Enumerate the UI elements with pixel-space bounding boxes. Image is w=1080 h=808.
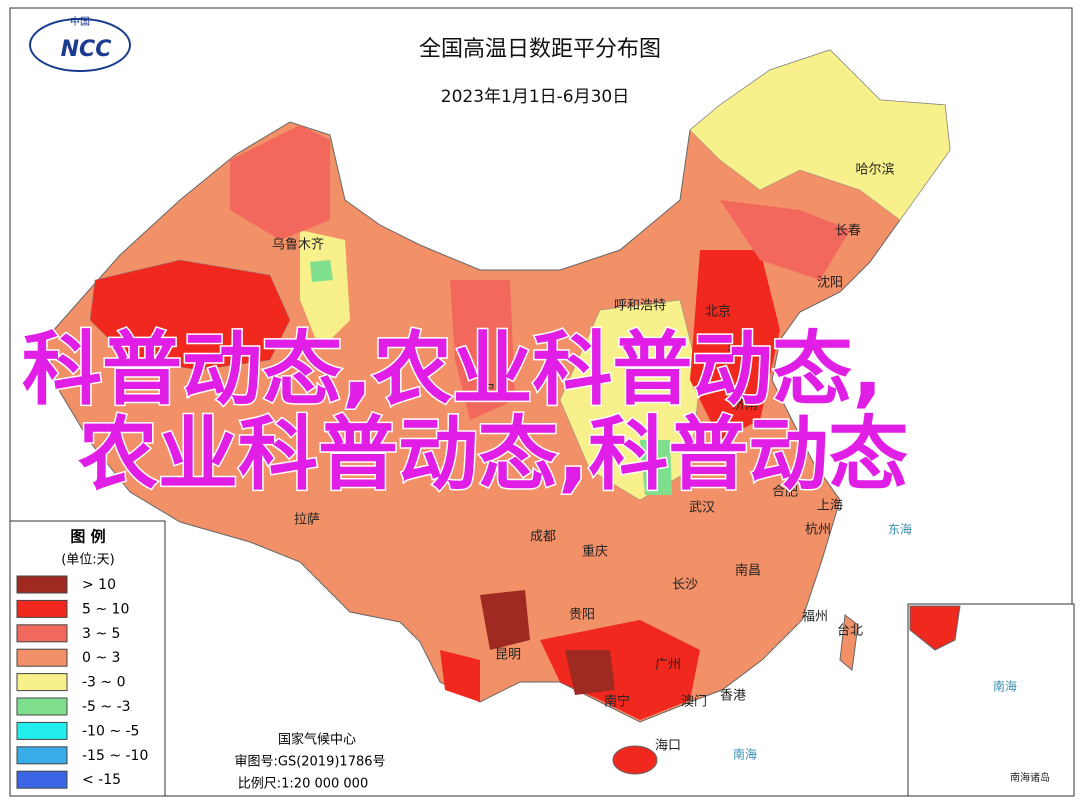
city-label: 长春 xyxy=(835,224,861,239)
credit: 审图号:GS(2019)1786号 xyxy=(234,755,385,770)
map-title: 全国高温日数距平分布图 xyxy=(419,37,661,62)
sea-label: 南海 xyxy=(993,679,1017,694)
legend-label: 0 ~ 3 xyxy=(82,650,120,666)
city-label: 拉萨 xyxy=(294,513,320,528)
legend-swatch xyxy=(16,599,68,618)
legend-swatch xyxy=(16,624,68,643)
overlay-text: 科普动态,农业科普动态, xyxy=(22,323,883,416)
legend-label: 5 ~ 10 xyxy=(82,601,129,617)
sea-label: 南海 xyxy=(733,747,757,762)
city-label: 重庆 xyxy=(582,544,608,560)
legend-label: -10 ~ -5 xyxy=(82,723,139,739)
logo-ring xyxy=(29,18,131,72)
city-label: 澳门 xyxy=(681,694,707,710)
city-label: 南昌 xyxy=(735,563,761,579)
city-label: 济南 xyxy=(732,397,758,413)
overlay-text: 农业科普动态,科普动态 xyxy=(78,408,908,501)
city-label: 广州 xyxy=(655,658,681,673)
credit: 国家气候中心 xyxy=(278,732,356,748)
legend-title: 图 例 xyxy=(70,528,105,546)
legend-label: 3 ~ 5 xyxy=(82,626,120,642)
inset-label: 南海诸岛 xyxy=(1010,771,1050,784)
legend-label: -5 ~ -3 xyxy=(82,699,131,715)
city-label: 宁 xyxy=(481,382,494,398)
city-label: 天津 xyxy=(727,345,753,360)
city-label: 呼和浩特 xyxy=(614,299,666,314)
city-label: 海口 xyxy=(655,739,681,754)
city-label: 香港 xyxy=(720,689,746,704)
map-subtitle: 2023年1月1日-6月30日 xyxy=(441,87,629,107)
legend-label: > 10 xyxy=(82,577,116,593)
city-label: 上海 xyxy=(817,499,843,514)
legend-label: -3 ~ 0 xyxy=(82,675,126,691)
city-label: 沈阳 xyxy=(817,276,843,291)
legend-unit: (单位:天) xyxy=(61,553,115,568)
city-label: 贵阳 xyxy=(569,608,595,623)
city-label: 昆明 xyxy=(495,648,521,663)
city-label: 乌鲁木齐 xyxy=(272,237,324,253)
logo: NCC xyxy=(61,37,112,62)
legend-swatch xyxy=(16,721,68,740)
logo-top: 中国 xyxy=(70,15,90,28)
sea-label: 东海 xyxy=(888,522,912,537)
city-label: 北京 xyxy=(705,305,731,320)
city-label: 武汉 xyxy=(689,501,715,516)
legend-items: > 10 5 ~ 10 3 ~ 5 0 ~ 3 -3 ~ 0 -5 ~ -3 -10 ~ -… xyxy=(16,575,148,789)
city-label: 长沙 xyxy=(672,578,698,593)
credit: 比例尺:1:20 000 000 xyxy=(238,777,368,792)
city-label: 福州 xyxy=(802,610,828,625)
legend-swatch xyxy=(16,770,68,789)
legend-label: < -15 xyxy=(82,772,121,788)
city-label: 南宁 xyxy=(604,694,630,710)
legend-label: -15 ~ -10 xyxy=(82,748,148,764)
city-label: 西 xyxy=(601,453,614,468)
legend-swatch xyxy=(16,648,68,667)
legend-swatch xyxy=(16,746,68,765)
legend-swatch xyxy=(16,697,68,716)
legend-swatch xyxy=(16,673,68,692)
city-label: 哈尔滨 xyxy=(855,162,894,178)
map xyxy=(44,49,951,775)
city-label: 合肥 xyxy=(772,485,798,500)
legend-swatch xyxy=(16,575,68,594)
city-label: 成都 xyxy=(530,530,556,545)
city-label: 台北 xyxy=(837,624,863,639)
city-label: 杭州 xyxy=(805,523,831,538)
inset-land xyxy=(909,605,961,651)
